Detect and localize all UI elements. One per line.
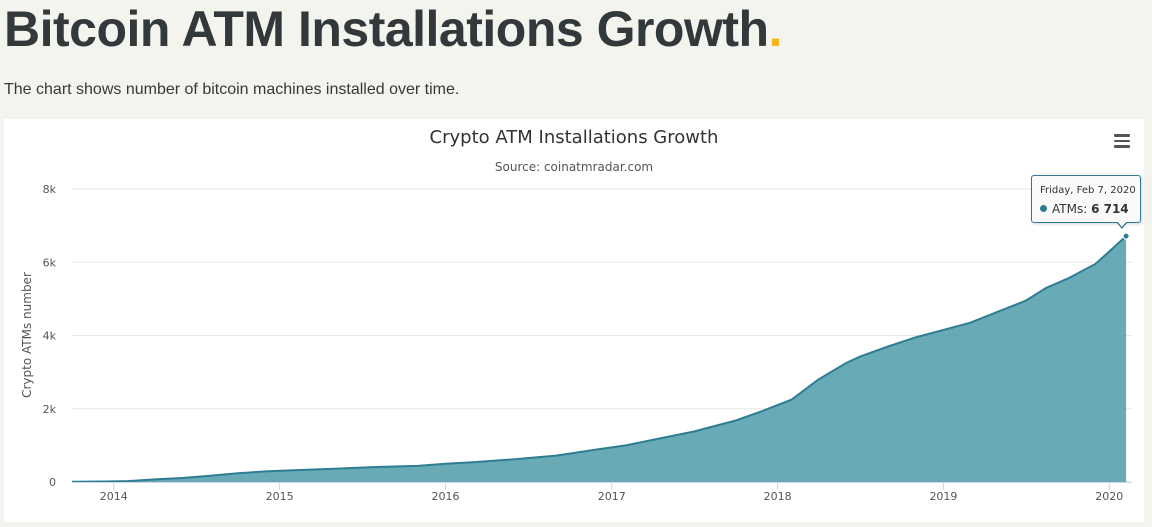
tooltip-row: ATMs: 6 714 xyxy=(1040,202,1129,216)
chart-tooltip: Friday, Feb 7, 2020 ATMs: 6 714 xyxy=(1031,175,1141,223)
tooltip-value: 6 714 xyxy=(1091,202,1129,216)
chart-source: Source: coinatmradar.com xyxy=(495,160,653,174)
x-tick-label: 2017 xyxy=(598,490,626,503)
hamburger-menu-icon-bar xyxy=(1114,145,1130,148)
area-layer xyxy=(71,232,1130,483)
x-tick-label: 2015 xyxy=(266,490,294,503)
y-tick-label: 4k xyxy=(43,330,57,343)
series-line-atms xyxy=(71,235,1127,483)
page-title: Bitcoin ATM Installations Growth. xyxy=(4,0,782,58)
chart-card: Crypto ATM Installations Growth Source: … xyxy=(4,119,1144,522)
page-title-text: Bitcoin ATM Installations Growth xyxy=(4,1,769,57)
hamburger-menu-icon-bar xyxy=(1114,139,1130,142)
y-tick-label: 2k xyxy=(43,403,57,416)
chart-menu-button[interactable] xyxy=(1110,131,1134,151)
y-tick-label: 6k xyxy=(43,256,57,269)
tooltip-date: Friday, Feb 7, 2020 xyxy=(1040,185,1136,196)
x-tick-label: 2018 xyxy=(764,490,792,503)
page-subtitle: The chart shows number of bitcoin machin… xyxy=(4,81,460,98)
title-accent-dot: . xyxy=(768,1,783,57)
x-tick-label: 2016 xyxy=(431,490,459,503)
x-tick-label: 2020 xyxy=(1095,490,1123,503)
y-tick-label: 0 xyxy=(49,476,56,489)
tooltip-series-label: ATMs: xyxy=(1052,202,1092,216)
x-tick-label: 2014 xyxy=(100,490,128,503)
tooltip-arrow-inner xyxy=(1117,221,1127,227)
chart-svg: Crypto ATM Installations Growth Source: … xyxy=(20,127,1132,503)
hover-point-marker xyxy=(1122,232,1130,240)
series-area-atms xyxy=(72,236,1127,482)
tooltip-series-dot-icon xyxy=(1040,205,1047,212)
x-tick-label: 2019 xyxy=(929,490,957,503)
chart-title: Crypto ATM Installations Growth xyxy=(430,127,719,148)
hamburger-menu-icon xyxy=(1114,134,1130,137)
y-tick-label: 8k xyxy=(43,183,57,196)
y-axis-title: Crypto ATMs number xyxy=(20,272,34,398)
axis-layer: 0 2k 4k 6k 8k 2014 2015 2016 2017 2018 2019 2020 xyxy=(43,183,1132,503)
